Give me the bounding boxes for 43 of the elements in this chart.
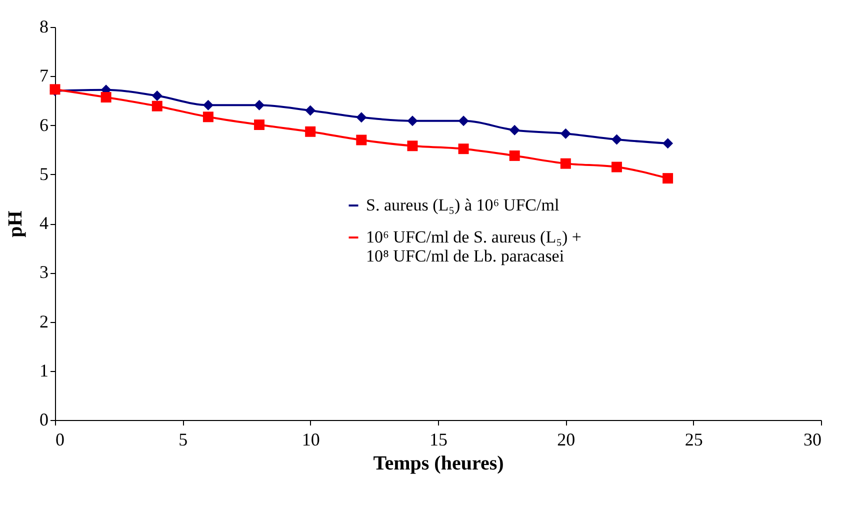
point [509,150,520,161]
point [458,144,469,154]
y-tick-label: 3 [40,262,48,282]
point [152,90,162,102]
x-axis-title: Temps (heures) [373,452,504,474]
x-tick-label: 30 [804,430,822,450]
point [407,116,418,126]
point [356,134,367,146]
y-axis-title: pH [4,210,26,238]
point [100,92,112,102]
point [560,158,571,169]
x-tick-label: 25 [684,430,703,450]
point [611,134,622,145]
point [407,140,418,152]
point [611,162,622,172]
legend-label: 10⁶ UFC/ml de S. aureus (L₅) + 10⁸ UFC/ml de Lb. paracasei [366,228,582,266]
y-tick-label: 7 [40,66,48,86]
legend-label: S. aureus (L₅) à 10⁶ UFC/ml [366,196,560,214]
point [560,128,571,139]
point [305,126,316,137]
y-tick-label: 4 [40,213,48,233]
point [152,100,162,112]
x-tick-label: 0 [56,430,64,450]
y-tick-label: 2 [40,311,48,332]
x-tick-label: 15 [430,430,448,450]
y-tick-label: 6 [40,114,48,135]
y-tick-label: 0 [40,410,48,430]
point [356,112,367,123]
point [254,120,265,130]
point [305,105,316,116]
y-tick-label: 8 [40,16,48,36]
x-tick-label: 10 [302,430,320,450]
y-tick-label: 5 [40,164,48,184]
point [202,112,214,122]
point [254,100,265,110]
point [662,173,674,184]
y-tick-label: 1 [40,360,48,380]
point [458,116,469,126]
point [662,138,674,149]
x-tick-label: 20 [557,430,576,450]
point [509,124,520,136]
x-tick-label: 5 [178,430,188,450]
point [202,100,214,110]
